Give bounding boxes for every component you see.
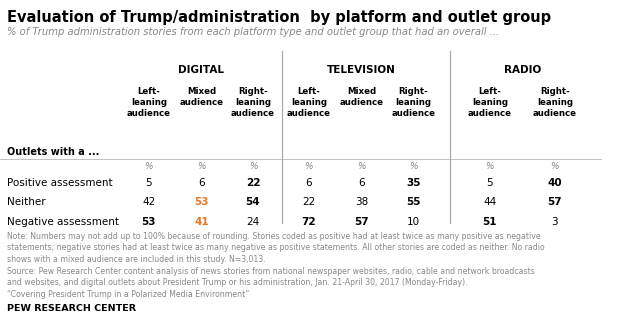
Text: 6: 6 bbox=[358, 178, 365, 188]
Text: %: % bbox=[249, 162, 257, 171]
Text: DIGITAL: DIGITAL bbox=[178, 65, 224, 75]
Text: 54: 54 bbox=[246, 197, 260, 207]
Text: TELEVISION: TELEVISION bbox=[327, 65, 396, 75]
Text: Right-
leaning
audience: Right- leaning audience bbox=[533, 87, 577, 118]
Text: %: % bbox=[197, 162, 206, 171]
Text: 51: 51 bbox=[482, 217, 497, 227]
Text: Mixed
audience: Mixed audience bbox=[340, 87, 383, 107]
Text: 57: 57 bbox=[547, 197, 562, 207]
Text: Evaluation of Trump/administration  by platform and outlet group: Evaluation of Trump/administration by pl… bbox=[7, 10, 552, 24]
Text: 6: 6 bbox=[198, 178, 205, 188]
Text: 53: 53 bbox=[141, 217, 156, 227]
Text: 40: 40 bbox=[547, 178, 562, 188]
Text: 6: 6 bbox=[306, 178, 312, 188]
Text: 10: 10 bbox=[407, 217, 420, 227]
Text: 22: 22 bbox=[302, 197, 316, 207]
Text: %: % bbox=[409, 162, 418, 171]
Text: 57: 57 bbox=[354, 217, 369, 227]
Text: Note: Numbers may not add up to 100% because of rounding. Stories coded as posit: Note: Numbers may not add up to 100% bec… bbox=[7, 232, 545, 264]
Text: 55: 55 bbox=[406, 197, 421, 207]
Text: Right-
leaning
audience: Right- leaning audience bbox=[231, 87, 275, 118]
Text: Left-
leaning
audience: Left- leaning audience bbox=[127, 87, 170, 118]
Text: 72: 72 bbox=[301, 217, 316, 227]
Text: % of Trump administration stories from each platform type and outlet group that : % of Trump administration stories from e… bbox=[7, 27, 500, 37]
Text: %: % bbox=[485, 162, 494, 171]
Text: 3: 3 bbox=[552, 217, 558, 227]
Text: 44: 44 bbox=[483, 197, 497, 207]
Text: %: % bbox=[144, 162, 153, 171]
Text: Negative assessment: Negative assessment bbox=[7, 217, 120, 227]
Text: Right-
leaning
audience: Right- leaning audience bbox=[392, 87, 435, 118]
Text: 42: 42 bbox=[142, 197, 156, 207]
Text: 24: 24 bbox=[246, 217, 260, 227]
Text: 5: 5 bbox=[146, 178, 152, 188]
Text: Outlets with a ...: Outlets with a ... bbox=[7, 147, 100, 158]
Text: 38: 38 bbox=[355, 197, 368, 207]
Text: 53: 53 bbox=[194, 197, 209, 207]
Text: PEW RESEARCH CENTER: PEW RESEARCH CENTER bbox=[7, 304, 136, 313]
Text: Positive assessment: Positive assessment bbox=[7, 178, 113, 188]
Text: 5: 5 bbox=[487, 178, 493, 188]
Text: 41: 41 bbox=[194, 217, 209, 227]
Text: %: % bbox=[304, 162, 313, 171]
Text: Neither: Neither bbox=[7, 197, 46, 207]
Text: 22: 22 bbox=[246, 178, 260, 188]
Text: Source: Pew Research Center content analysis of news stories from national newsp: Source: Pew Research Center content anal… bbox=[7, 267, 535, 299]
Text: Left-
leaning
audience: Left- leaning audience bbox=[468, 87, 512, 118]
Text: %: % bbox=[551, 162, 559, 171]
Text: 35: 35 bbox=[406, 178, 421, 188]
Text: %: % bbox=[357, 162, 366, 171]
Text: Mixed
audience: Mixed audience bbox=[180, 87, 223, 107]
Text: RADIO: RADIO bbox=[503, 65, 541, 75]
Text: Left-
leaning
audience: Left- leaning audience bbox=[287, 87, 330, 118]
